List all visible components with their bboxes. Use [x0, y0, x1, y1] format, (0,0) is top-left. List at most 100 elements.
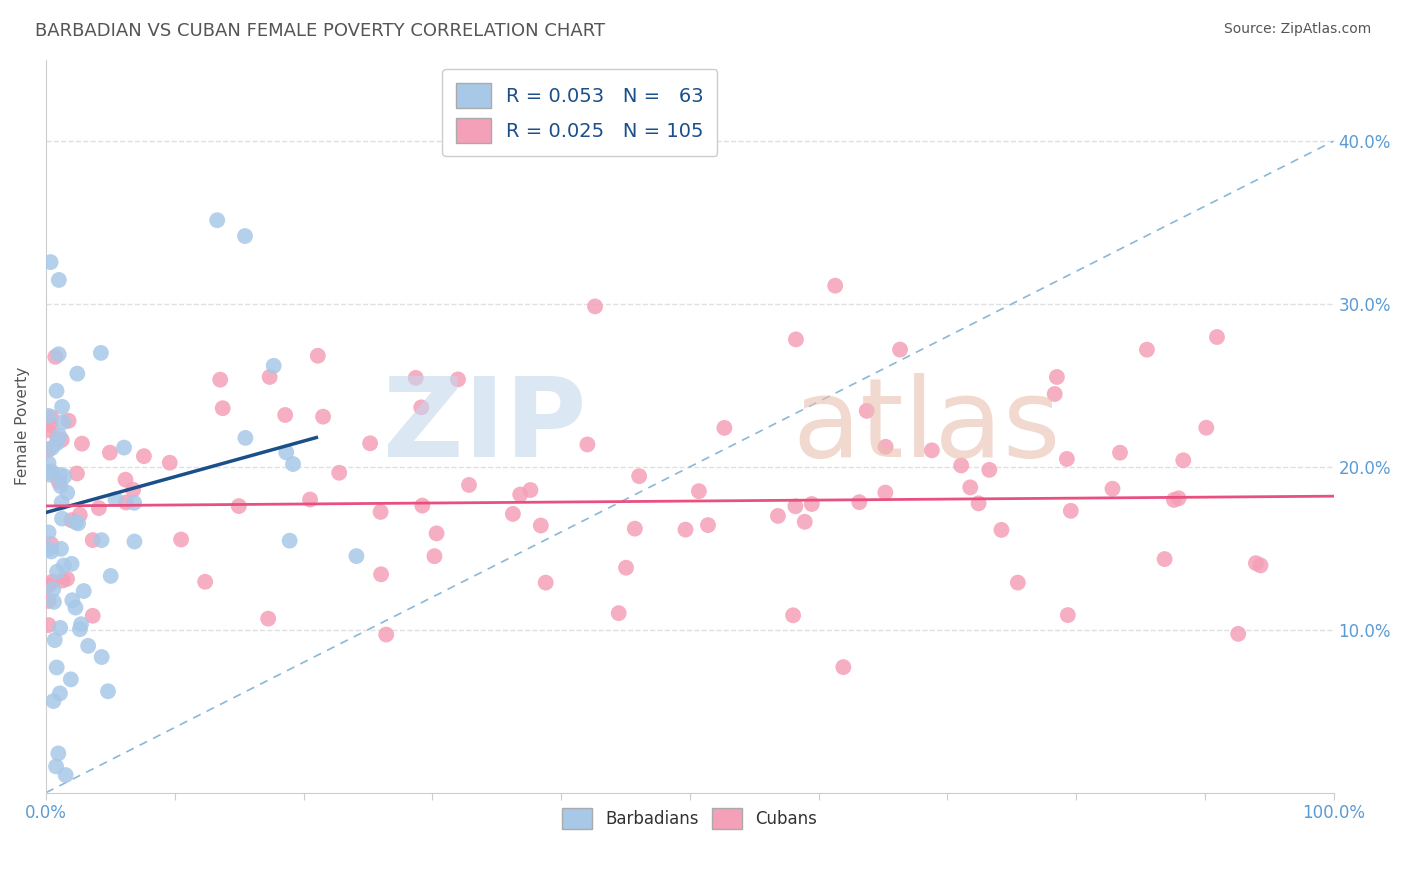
- Point: [411, 401, 433, 415]
- Point: [607, 606, 630, 620]
- Point: [45, 436, 67, 450]
- Point: [1136, 343, 1159, 357]
- Point: [112, 441, 135, 455]
- Point: [832, 660, 855, 674]
- Point: [90, 533, 112, 548]
- Point: [82, 533, 104, 547]
- Point: [1206, 330, 1229, 344]
- Point: [228, 499, 250, 513]
- Point: [235, 431, 257, 445]
- Point: [1109, 445, 1132, 459]
- Point: [423, 549, 446, 564]
- Point: [405, 371, 427, 385]
- Point: [56, 572, 79, 586]
- Point: [576, 437, 599, 451]
- Point: [257, 612, 280, 626]
- Point: [159, 456, 181, 470]
- Point: [785, 500, 807, 514]
- Point: [49, 541, 72, 556]
- Point: [122, 496, 145, 510]
- Point: [97, 684, 120, 698]
- Point: [344, 549, 367, 563]
- Point: [1101, 482, 1123, 496]
- Point: [38, 578, 60, 592]
- Point: [411, 499, 433, 513]
- Point: [875, 440, 897, 454]
- Point: [211, 401, 233, 416]
- Point: [1250, 558, 1272, 573]
- Point: [52, 558, 75, 573]
- Point: [66, 367, 89, 381]
- Legend: Barbadians, Cubans: Barbadians, Cubans: [555, 801, 824, 836]
- Point: [82, 608, 104, 623]
- Point: [1060, 504, 1083, 518]
- Point: [1046, 370, 1069, 384]
- Point: [45, 660, 67, 674]
- Point: [263, 359, 285, 373]
- Point: [502, 507, 524, 521]
- Point: [458, 478, 481, 492]
- Point: [624, 522, 647, 536]
- Point: [1163, 492, 1185, 507]
- Point: [359, 436, 381, 450]
- Text: atlas: atlas: [793, 373, 1062, 480]
- Point: [48, 429, 70, 443]
- Point: [328, 466, 350, 480]
- Point: [70, 436, 93, 450]
- Point: [38, 456, 60, 470]
- Point: [824, 278, 846, 293]
- Point: [688, 484, 710, 499]
- Point: [90, 346, 112, 360]
- Point: [49, 621, 72, 635]
- Point: [49, 686, 72, 700]
- Text: Source: ZipAtlas.com: Source: ZipAtlas.com: [1223, 22, 1371, 37]
- Point: [194, 574, 217, 589]
- Point: [848, 495, 870, 509]
- Point: [375, 627, 398, 641]
- Point: [447, 372, 470, 386]
- Point: [519, 483, 541, 497]
- Point: [530, 518, 553, 533]
- Point: [312, 409, 335, 424]
- Point: [281, 457, 304, 471]
- Point: [60, 557, 83, 571]
- Point: [124, 534, 146, 549]
- Point: [1056, 452, 1078, 467]
- Point: [49, 467, 72, 482]
- Point: [49, 479, 72, 493]
- Point: [69, 508, 91, 522]
- Point: [65, 600, 87, 615]
- Point: [276, 445, 298, 459]
- Point: [51, 511, 73, 525]
- Point: [42, 582, 65, 597]
- Point: [104, 492, 127, 507]
- Point: [170, 533, 193, 547]
- Point: [51, 574, 73, 588]
- Point: [87, 501, 110, 516]
- Point: [60, 593, 83, 607]
- Point: [1007, 575, 1029, 590]
- Point: [921, 443, 943, 458]
- Point: [979, 463, 1001, 477]
- Point: [58, 414, 80, 428]
- Point: [38, 409, 60, 423]
- Point: [425, 526, 447, 541]
- Point: [855, 404, 877, 418]
- Point: [299, 492, 322, 507]
- Point: [65, 515, 87, 529]
- Point: [889, 343, 911, 357]
- Point: [122, 483, 145, 497]
- Point: [800, 497, 823, 511]
- Point: [38, 594, 60, 608]
- Point: [48, 475, 70, 489]
- Point: [39, 410, 62, 425]
- Point: [51, 495, 73, 509]
- Point: [1227, 627, 1250, 641]
- Point: [205, 213, 228, 227]
- Point: [1195, 420, 1218, 434]
- Point: [990, 523, 1012, 537]
- Point: [628, 469, 651, 483]
- Point: [38, 542, 60, 557]
- Point: [73, 584, 96, 599]
- Point: [307, 349, 329, 363]
